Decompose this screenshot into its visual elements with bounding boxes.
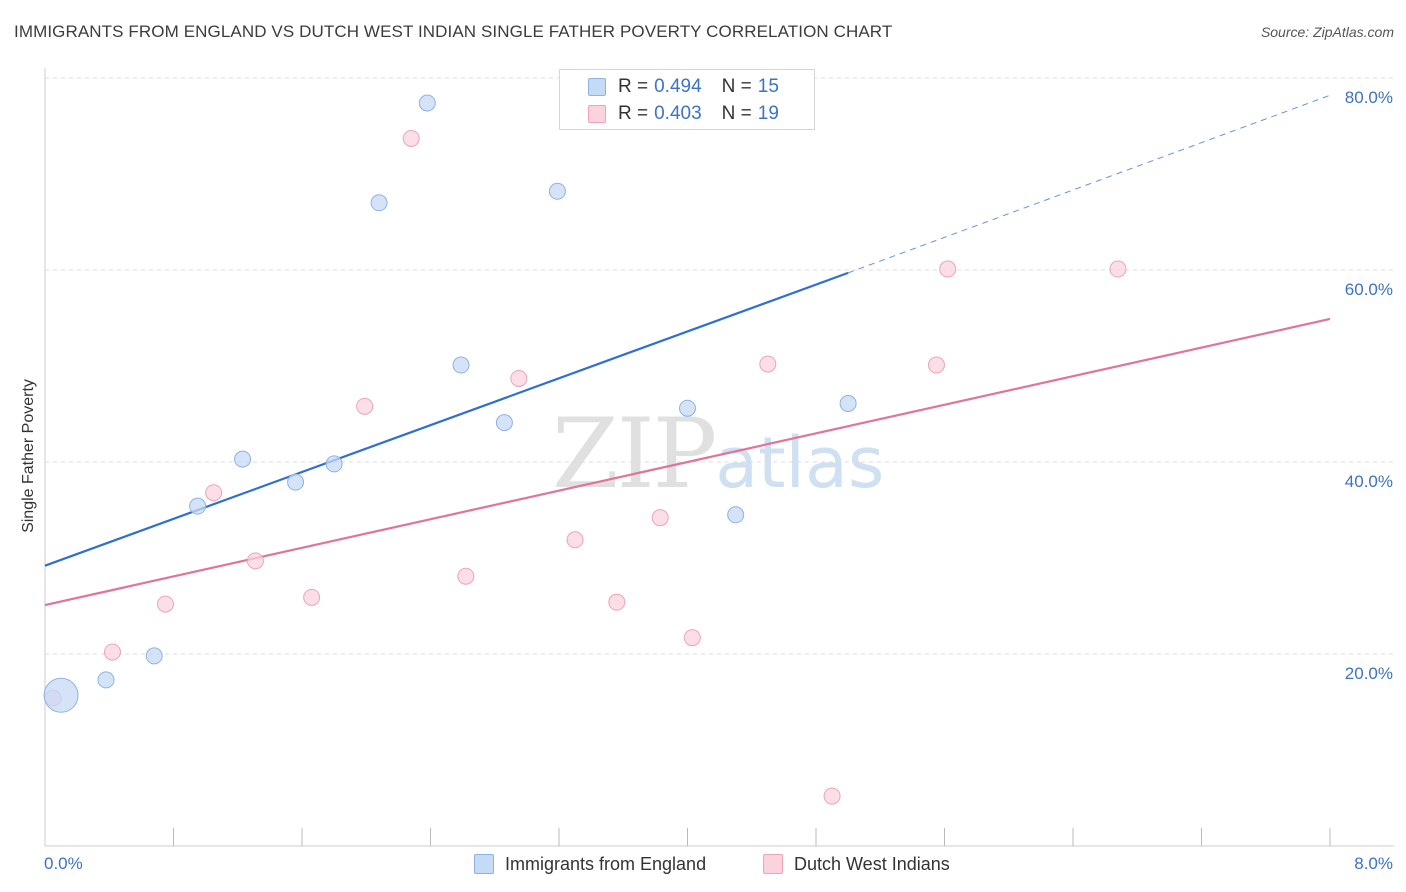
legend-r-value: 0.494: [654, 76, 702, 97]
point-dutch-west-indians: [566, 531, 584, 549]
point-immigrants-from-england: [234, 450, 252, 468]
point-immigrants-from-england: [839, 394, 857, 412]
point-immigrants-from-england: [370, 194, 388, 212]
legend-row-england: R = 0.494 N = 15: [588, 75, 779, 99]
legend-r-label: R =: [618, 76, 649, 97]
legend: R = 0.494 N = 15 R = 0.403 N = 19: [559, 69, 815, 130]
point-dutch-west-indians: [683, 629, 701, 647]
x-tick-label: 8.0%: [1354, 854, 1393, 873]
watermark-atlas: atlas: [715, 422, 885, 504]
point-dutch-west-indians: [156, 595, 174, 613]
point-immigrants-from-england: [548, 182, 566, 200]
legend-swatch-dutch: [588, 105, 606, 123]
data-points: [43, 94, 1127, 805]
point-dutch-west-indians: [608, 593, 626, 611]
grid-lines: [45, 77, 1394, 655]
source-label: Source: ZipAtlas.com: [1260, 24, 1394, 40]
y-tick-label: 60.0%: [1345, 280, 1393, 299]
legend-r-value: 0.403: [654, 103, 702, 124]
legend-row-dutch: R = 0.403 N = 19: [588, 102, 779, 126]
point-immigrants-from-england: [679, 399, 696, 417]
bottom-legend-swatch-dutch: [763, 854, 783, 874]
x-tick-label: 0.0%: [44, 854, 83, 873]
legend-n-label: N =: [721, 76, 752, 97]
tick-labels: 20.0% 40.0% 60.0% 80.0% 0.0% 8.0%: [44, 88, 1393, 873]
point-immigrants-from-england: [495, 414, 513, 432]
axes: [44, 68, 1394, 847]
point-dutch-west-indians: [823, 787, 841, 805]
point-dutch-west-indians: [457, 567, 475, 585]
point-dutch-west-indians: [303, 588, 321, 606]
point-dutch-west-indians: [510, 369, 528, 387]
legend-r-label: R =: [618, 103, 649, 124]
bottom-legend-label-england: Immigrants from England: [505, 853, 707, 874]
trend-line-england: [44, 271, 849, 567]
bottom-legend-swatch-england: [474, 854, 494, 874]
point-dutch-west-indians: [246, 552, 264, 570]
point-dutch-west-indians: [939, 260, 957, 278]
zipatlas-watermark: ZIPatlas: [552, 398, 884, 510]
legend-n-label: N =: [721, 103, 752, 124]
point-dutch-west-indians: [103, 643, 121, 661]
point-dutch-west-indians: [927, 356, 945, 374]
trend-line-england-extension: [847, 94, 1331, 274]
y-axis-label: Single Father Poverty: [20, 379, 37, 533]
point-dutch-west-indians: [205, 484, 223, 502]
point-immigrants-from-england: [727, 506, 745, 524]
bottom-legend-label-dutch: Dutch West Indians: [794, 853, 950, 874]
point-dutch-west-indians: [356, 397, 374, 415]
chart-title: IMMIGRANTS FROM ENGLAND VS DUTCH WEST IN…: [14, 22, 893, 41]
point-dutch-west-indians: [651, 509, 669, 527]
point-immigrants-from-england: [287, 473, 305, 491]
y-tick-label: 80.0%: [1345, 88, 1393, 107]
legend-swatch-england: [588, 78, 606, 96]
point-immigrants-from-england: [189, 497, 207, 515]
point-immigrants-from-england: [43, 677, 79, 713]
point-immigrants-from-england: [325, 455, 343, 473]
watermark-zip: ZIP: [552, 398, 717, 510]
bottom-legend-dutch: Dutch West Indians: [763, 852, 950, 876]
point-dutch-west-indians: [402, 129, 420, 147]
bottom-legend-england: Immigrants from England: [474, 852, 706, 876]
point-immigrants-from-england: [97, 671, 115, 689]
point-dutch-west-indians: [1109, 260, 1127, 278]
point-immigrants-from-england: [452, 356, 470, 374]
point-immigrants-from-england: [145, 647, 163, 665]
legend-n-value: 15: [757, 76, 779, 97]
trend-lines: [44, 94, 1331, 607]
point-immigrants-from-england: [418, 94, 436, 112]
y-tick-label: 40.0%: [1345, 472, 1393, 491]
y-tick-label: 20.0%: [1345, 664, 1393, 683]
point-dutch-west-indians: [759, 355, 777, 373]
legend-n-value: 19: [757, 103, 779, 124]
